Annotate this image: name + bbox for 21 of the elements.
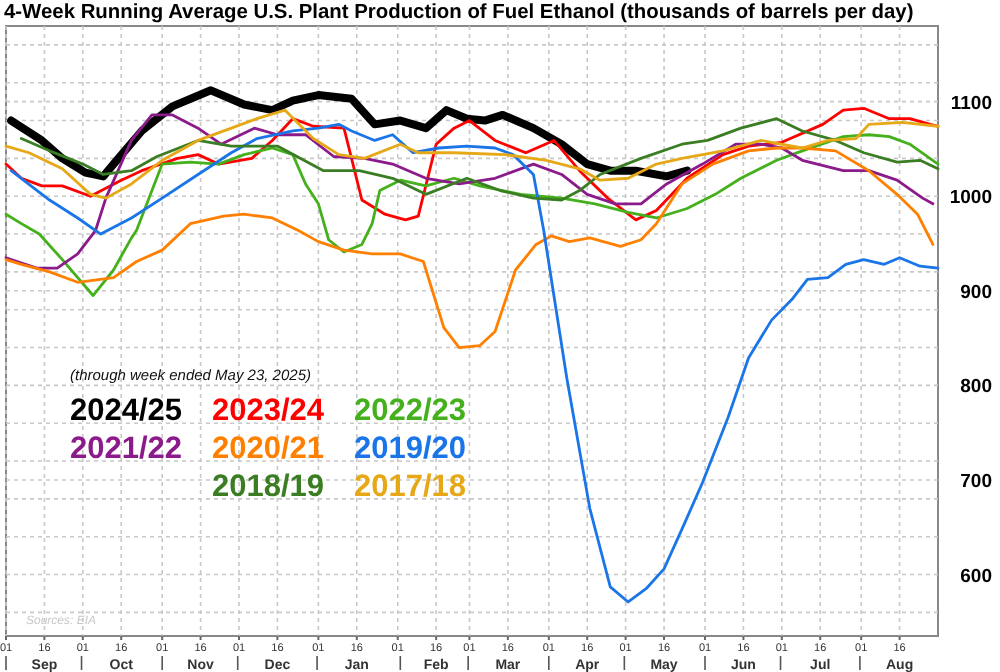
- text: 2017/18: [354, 470, 467, 504]
- line-series: [4, 146, 935, 349]
- text: 2022/23: [354, 394, 467, 428]
- y-tick-label: 700: [960, 470, 992, 493]
- y-tick-label: 900: [960, 281, 992, 304]
- line-series: [4, 113, 935, 270]
- line-series: [4, 106, 940, 222]
- text: 2021/22: [70, 432, 183, 466]
- line-series: [9, 122, 940, 604]
- y-tick-label: 1000: [949, 187, 992, 210]
- text: 2023/24: [212, 394, 325, 428]
- y-tick-label: 800: [960, 376, 992, 399]
- chart-title: 4-Week Running Average U.S. Plant Production of Fuel Ethanol (thousands of barrels per day): [4, 2, 914, 24]
- text: 2020/21: [212, 432, 325, 466]
- y-tick-label: 600: [960, 565, 992, 588]
- text: 2018/19: [212, 470, 325, 504]
- line-series: [7, 86, 692, 181]
- text: 2024/25: [70, 394, 183, 428]
- y-tick-label: 1100: [950, 92, 992, 115]
- text: 2019/20: [354, 432, 467, 466]
- line-series: [4, 133, 940, 297]
